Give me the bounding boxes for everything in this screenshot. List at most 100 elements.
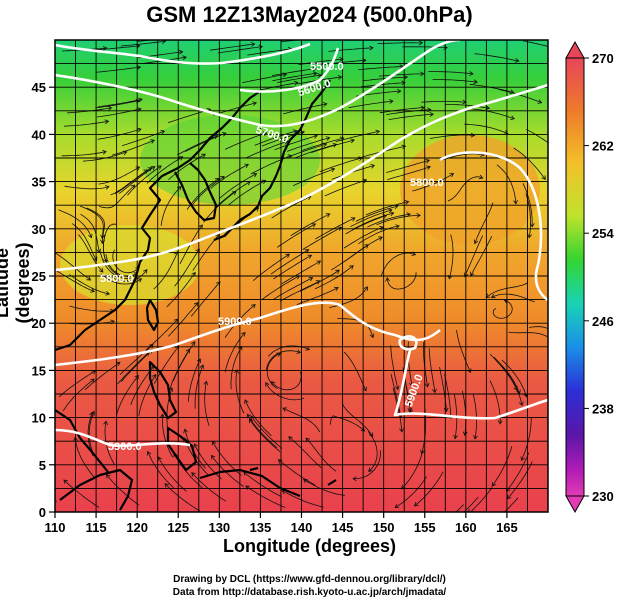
streamline-arrow bbox=[241, 331, 246, 337]
contour-5500 bbox=[239, 47, 340, 93]
streamline-arrow bbox=[251, 304, 256, 309]
streamline-arrow bbox=[191, 271, 196, 277]
streamline-arrow bbox=[105, 291, 111, 296]
streamline bbox=[97, 128, 142, 140]
streamline bbox=[503, 497, 519, 512]
streamline bbox=[498, 89, 542, 104]
streamline-arrow bbox=[90, 288, 95, 293]
streamline-arrow bbox=[330, 167, 336, 173]
streamline-arrow bbox=[350, 138, 355, 144]
streamline bbox=[523, 40, 548, 47]
streamline bbox=[112, 249, 140, 274]
streamline bbox=[84, 361, 121, 391]
cold-anomaly bbox=[140, 115, 320, 205]
colorbar: 270 262 254 246 238 230 bbox=[565, 40, 614, 514]
colorbar-tick-label: 230 bbox=[592, 489, 614, 504]
streamline-arrow bbox=[322, 102, 328, 107]
y-tick-label: 45 bbox=[32, 80, 46, 95]
streamline-arrow bbox=[497, 420, 503, 425]
contour-label-5800: 5800.0 bbox=[410, 177, 444, 189]
streamline bbox=[160, 186, 182, 226]
streamline bbox=[86, 207, 105, 244]
streamline bbox=[55, 269, 95, 292]
streamline bbox=[63, 479, 100, 508]
streamline bbox=[513, 147, 546, 180]
y-tick-label: 40 bbox=[32, 127, 46, 142]
streamline-arrow bbox=[283, 139, 289, 145]
streamline bbox=[522, 183, 533, 227]
streamline bbox=[293, 143, 337, 159]
streamline-arrow bbox=[378, 236, 383, 241]
streamline-arrow bbox=[425, 158, 431, 164]
streamline bbox=[235, 369, 245, 414]
streamline bbox=[429, 134, 475, 139]
streamline-arrow bbox=[285, 253, 290, 258]
streamline bbox=[508, 331, 548, 338]
streamline bbox=[210, 43, 255, 51]
streamline bbox=[352, 212, 394, 230]
streamline bbox=[469, 487, 493, 512]
y-tick-label: 30 bbox=[32, 222, 46, 237]
cool-anomaly bbox=[60, 225, 200, 305]
streamline-arrow bbox=[404, 200, 410, 205]
streamline-arrow bbox=[335, 269, 340, 274]
streamline bbox=[276, 223, 316, 248]
streamline bbox=[69, 305, 114, 312]
streamline-arrow bbox=[315, 280, 321, 285]
streamline-arrow bbox=[104, 119, 110, 125]
streamline bbox=[470, 236, 493, 276]
coast-japan bbox=[213, 79, 331, 242]
streamline bbox=[190, 281, 221, 317]
streamline-arrow bbox=[178, 156, 184, 161]
warm-anomaly bbox=[400, 135, 540, 245]
streamline-arrow bbox=[473, 239, 479, 245]
streamline-arrow bbox=[178, 49, 184, 55]
streamline-arrow bbox=[168, 387, 174, 392]
y-tick-label: 15 bbox=[32, 363, 46, 378]
streamline-arrow bbox=[157, 165, 162, 170]
streamline bbox=[360, 82, 406, 88]
streamline-arrow bbox=[399, 428, 404, 433]
streamline bbox=[214, 181, 251, 209]
streamline bbox=[439, 367, 447, 412]
streamline bbox=[88, 411, 95, 455]
streamline-arrow bbox=[363, 286, 368, 291]
streamline bbox=[379, 107, 425, 114]
streamline bbox=[521, 417, 532, 461]
streamline bbox=[390, 345, 399, 390]
streamline bbox=[64, 185, 110, 190]
x-tick-label: 120 bbox=[126, 520, 148, 535]
streamline-arrow bbox=[265, 382, 270, 387]
streamline bbox=[120, 349, 153, 382]
streamline bbox=[172, 341, 196, 382]
streamline-arrow bbox=[426, 165, 431, 170]
coastlines bbox=[55, 79, 337, 511]
streamline bbox=[157, 456, 187, 492]
streamline bbox=[203, 191, 237, 223]
streamline-arrow bbox=[137, 278, 143, 283]
streamline-arrow bbox=[325, 213, 331, 218]
streamline-arrow bbox=[201, 153, 206, 158]
streamline-arrow bbox=[407, 407, 413, 413]
y-tick-label: 0 bbox=[39, 505, 46, 520]
streamline-arrow bbox=[520, 456, 525, 462]
streamline bbox=[464, 235, 484, 277]
streamline bbox=[414, 471, 444, 507]
streamline-arrow bbox=[432, 388, 437, 394]
streamline-arrow bbox=[100, 234, 105, 240]
streamline-arrow bbox=[559, 151, 563, 155]
x-tick-label: 125 bbox=[167, 520, 189, 535]
streamline bbox=[98, 166, 140, 185]
streamline-arrow bbox=[389, 211, 395, 217]
streamline bbox=[69, 320, 115, 325]
streamline bbox=[243, 471, 282, 497]
streamline-arrow bbox=[296, 349, 302, 354]
streamlines bbox=[55, 40, 563, 512]
streamline-arrow bbox=[198, 224, 203, 230]
coast-korea bbox=[174, 162, 218, 222]
streamline-arrow bbox=[420, 71, 425, 77]
streamline-arrow bbox=[86, 276, 92, 281]
credit-drawing: Drawing by DCL (https://www.gfd-dennou.o… bbox=[173, 574, 446, 585]
streamline bbox=[341, 403, 374, 437]
streamline bbox=[386, 159, 430, 173]
